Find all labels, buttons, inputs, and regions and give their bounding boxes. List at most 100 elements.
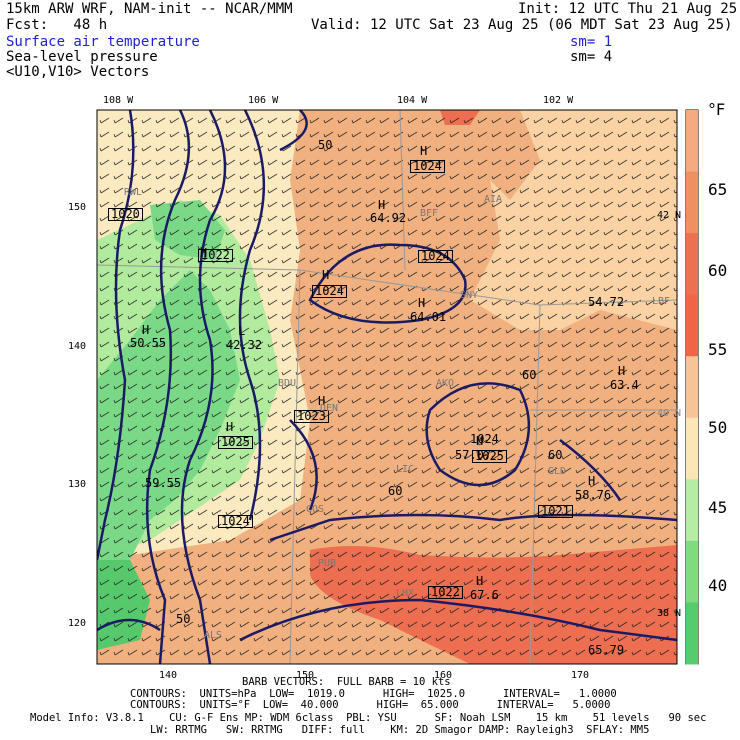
pressure-label: 1022	[428, 586, 463, 599]
colorbar-segment	[686, 356, 698, 419]
lon-label: 104 W	[397, 95, 428, 106]
colorbar-label: 55	[708, 340, 728, 359]
temp-label: 63.4	[610, 378, 639, 392]
colorbar-unit: °F	[708, 100, 726, 119]
field-label-2: Sea-level pressure	[6, 49, 158, 65]
pressure-label: 1024	[218, 515, 253, 528]
pressure-isobar	[279, 110, 308, 152]
high-marker: H	[588, 474, 596, 488]
model-info-1: Model Info: V3.8.1 CU: G-F Ens MP: WDM 6…	[30, 712, 707, 724]
temp-label: 50.55	[130, 336, 167, 350]
pressure-isobar	[239, 598, 677, 642]
colorbar-segment	[686, 233, 698, 296]
colorbar-segment	[686, 602, 698, 665]
x-tick: 140	[159, 670, 178, 681]
pressure-label: 1021	[538, 505, 573, 518]
station-label: RWL	[124, 187, 143, 198]
colorbar-label: 50	[708, 418, 728, 437]
station-label: AKO	[436, 378, 455, 389]
x-tick: 170	[571, 670, 590, 681]
high-marker: H	[476, 434, 484, 448]
temp-label: 59.55	[145, 476, 182, 490]
y-tick: 140	[68, 341, 87, 352]
lon-label: 106 W	[248, 95, 279, 106]
pressure-isobar	[289, 419, 318, 511]
station-label: BFF	[420, 208, 439, 219]
low-marker: L	[238, 324, 246, 338]
pressure-isobar	[425, 382, 531, 487]
temp-label: 67.6	[470, 588, 499, 602]
pressure-contours	[97, 110, 677, 664]
lat-label: 40 N	[657, 408, 682, 419]
high-marker: H	[420, 144, 428, 158]
temp-label: 54.72	[588, 295, 625, 309]
forecast-hour: Fcst: 48 h	[6, 17, 108, 33]
colorbar	[686, 110, 698, 665]
y-tick: 130	[68, 479, 87, 490]
temp-label: 60	[522, 368, 537, 382]
barb-legend: BARB VECTORS: FULL BARB = 10 kts	[242, 676, 451, 688]
high-marker: H	[142, 323, 150, 337]
temp-label: 57.07	[455, 448, 492, 462]
station-label: DEN	[320, 403, 339, 414]
station-label: ALS	[204, 630, 223, 641]
colorbar-label: 60	[708, 261, 728, 280]
colorbar-segment	[686, 294, 698, 357]
state-borders	[97, 110, 677, 664]
model-title: 15km ARW WRF, NAM-init -- NCAR/MMM	[6, 1, 293, 17]
model-info-2: LW: RRTMG SW: RRTMG DIFF: full KM: 2D Sm…	[150, 724, 650, 736]
station-label: PUB	[318, 558, 337, 569]
lat-label: 42 N	[657, 210, 682, 221]
colorbar-segment	[686, 110, 698, 173]
station-label: SNY	[460, 290, 479, 301]
pressure-label: 1023	[294, 410, 329, 423]
station-label: BDU	[278, 378, 297, 389]
colorbar-label: 45	[708, 498, 728, 517]
pressure-label: 1025	[472, 450, 507, 463]
high-marker: H	[318, 394, 326, 408]
colorbar-label: 65	[708, 180, 728, 199]
pressure-label: 1024	[470, 432, 499, 446]
pressure-isobar	[97, 618, 161, 632]
station-label: COS	[306, 504, 325, 515]
temp-label: 64.92	[370, 211, 407, 225]
field-sm-1: sm= 1	[570, 34, 613, 50]
field-label-1: Surface air temperature	[6, 34, 200, 50]
pressure-isobar	[145, 110, 191, 664]
station-label: LBF	[652, 296, 671, 307]
x-tick: 160	[434, 670, 453, 681]
high-marker: H	[418, 296, 426, 310]
high-marker: H	[476, 574, 484, 588]
init-time: Init: 12 UTC Thu 21 Aug 25	[518, 1, 738, 17]
pressure-label: 1022	[198, 249, 233, 262]
high-marker: H	[322, 268, 330, 282]
valid-time: Valid: 12 UTC Sat 23 Aug 25 (06 MDT Sat …	[311, 17, 733, 33]
lon-label: 108 W	[103, 95, 134, 106]
temp-label: 60	[548, 448, 563, 462]
pressure-label: 1020	[108, 208, 143, 221]
pressure-isobar	[180, 110, 227, 664]
x-tick: 150	[296, 670, 315, 681]
high-marker: H	[200, 246, 208, 260]
colorbar-segment	[686, 417, 698, 480]
station-label: LIC	[396, 464, 415, 475]
colorbar-segment	[686, 171, 698, 234]
y-tick: 150	[68, 202, 87, 213]
high-marker: H	[378, 198, 386, 212]
high-marker: H	[618, 364, 626, 378]
pressure-label: 1025	[218, 436, 253, 449]
temp-label: 42.32	[226, 338, 263, 352]
pressure-label: 1024	[312, 285, 347, 298]
pressure-isobar	[97, 110, 135, 561]
field-sm-2: sm= 4	[570, 49, 613, 65]
high-marker: H	[226, 420, 234, 434]
pressure-isobar	[269, 513, 677, 542]
temperature-field	[97, 110, 677, 664]
temp-label: 60	[388, 484, 403, 498]
pressure-isobar	[238, 110, 266, 521]
pressure-isobar	[559, 439, 622, 501]
pressure-label: 1024	[418, 250, 453, 263]
colorbar-label: 40	[708, 576, 728, 595]
temp-label: 50	[176, 612, 191, 626]
